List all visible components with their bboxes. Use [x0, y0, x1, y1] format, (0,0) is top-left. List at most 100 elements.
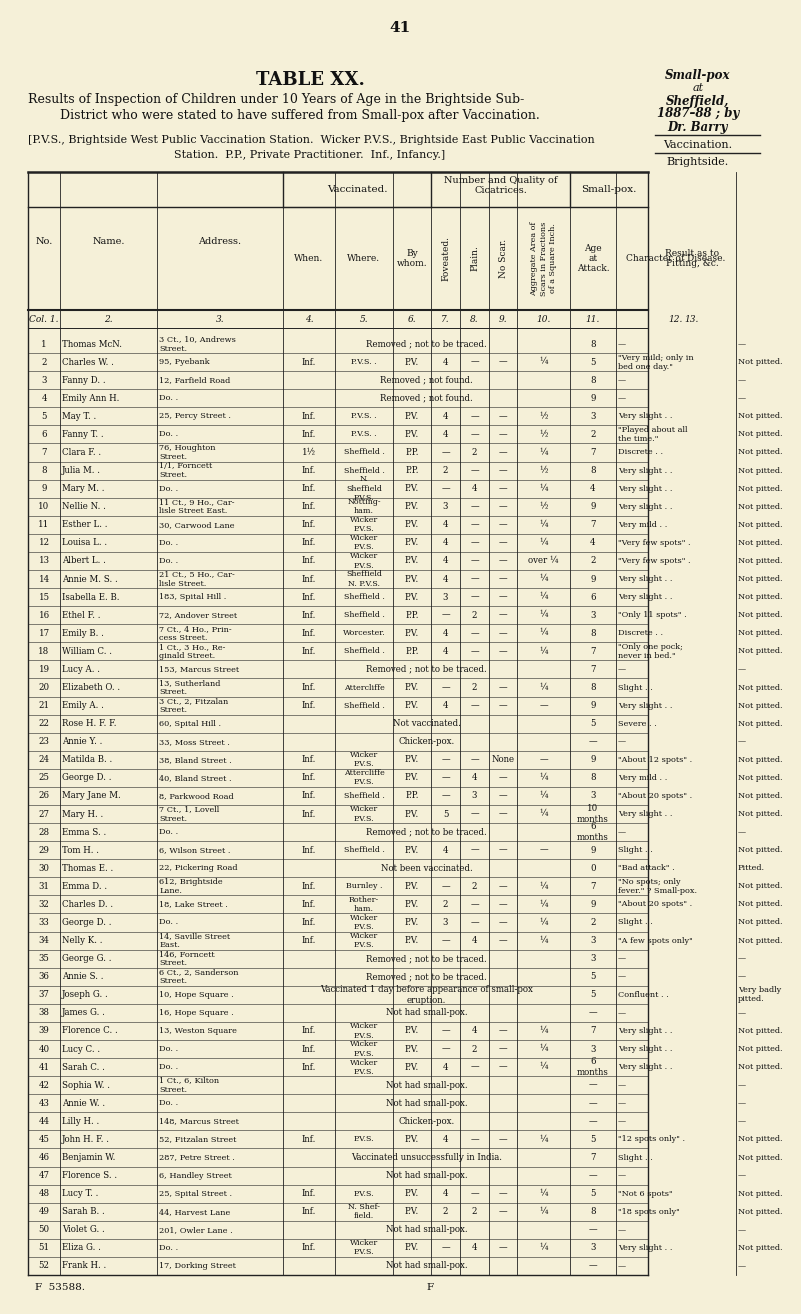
Text: —: —: [470, 756, 479, 765]
Text: —: —: [470, 846, 479, 854]
Text: P.V.: P.V.: [405, 702, 419, 710]
Text: Do. .: Do. .: [159, 828, 179, 836]
Text: Wicker
P.V.S.: Wicker P.V.S.: [350, 805, 378, 823]
Text: "12 spots only" .: "12 spots only" .: [618, 1135, 685, 1143]
Text: Wicker
P.V.S.: Wicker P.V.S.: [350, 535, 378, 552]
Text: ¼: ¼: [539, 448, 548, 457]
Text: P.V.S.: P.V.S.: [354, 1189, 374, 1197]
Text: Chicken-pox.: Chicken-pox.: [398, 737, 455, 746]
Text: 33, Moss Street .: 33, Moss Street .: [159, 737, 230, 746]
Text: —: —: [499, 774, 507, 782]
Text: 3: 3: [443, 593, 449, 602]
Text: Not pitted.: Not pitted.: [738, 1045, 783, 1053]
Text: Sheffield .: Sheffield .: [344, 648, 384, 656]
Text: 3: 3: [590, 1045, 596, 1054]
Text: Sarah C. .: Sarah C. .: [62, 1063, 105, 1072]
Text: TABLE XX.: TABLE XX.: [256, 71, 364, 89]
Text: 6 Ct., 2, Sanderson
Street.: 6 Ct., 2, Sanderson Street.: [159, 968, 239, 986]
Text: —: —: [738, 394, 746, 402]
Text: —: —: [499, 918, 507, 926]
Text: Inf.: Inf.: [302, 1135, 316, 1144]
Text: P.V.: P.V.: [405, 936, 419, 945]
Text: —: —: [499, 1045, 507, 1054]
Text: P.V.S. .: P.V.S. .: [351, 431, 376, 439]
Text: 4: 4: [41, 394, 46, 403]
Text: 25: 25: [38, 774, 50, 782]
Text: Rose H. F. F.: Rose H. F. F.: [62, 719, 116, 728]
Text: 12, Farfield Road: 12, Farfield Road: [159, 376, 230, 384]
Text: P.V.: P.V.: [405, 1045, 419, 1054]
Text: P.V.: P.V.: [405, 756, 419, 765]
Text: —: —: [589, 1171, 598, 1180]
Text: Sheffield
N. P.V.S.: Sheffield N. P.V.S.: [346, 570, 382, 587]
Text: —: —: [618, 1117, 626, 1125]
Text: By
whom.: By whom.: [396, 248, 427, 268]
Text: Annie M. S. .: Annie M. S. .: [62, 574, 118, 583]
Text: 2: 2: [590, 918, 596, 926]
Text: 76, Houghton
Street.: 76, Houghton Street.: [159, 444, 215, 461]
Text: —: —: [499, 593, 507, 602]
Text: Not had small-pox.: Not had small-pox.: [386, 1008, 467, 1017]
Text: William C. .: William C. .: [62, 646, 112, 656]
Text: —: —: [539, 756, 548, 765]
Text: 1: 1: [41, 339, 46, 348]
Text: 26: 26: [38, 791, 50, 800]
Text: Rother-
ham.: Rother- ham.: [349, 896, 379, 913]
Text: Very slight . .: Very slight . .: [618, 413, 673, 420]
Text: P.P.: P.P.: [405, 611, 419, 620]
Text: P.V.: P.V.: [405, 484, 419, 493]
Text: 15: 15: [38, 593, 50, 602]
Text: Not pitted.: Not pitted.: [738, 593, 783, 600]
Text: Sheffield .: Sheffield .: [344, 593, 384, 600]
Text: ¼: ¼: [539, 611, 548, 620]
Text: Lucy T. .: Lucy T. .: [62, 1189, 99, 1198]
Text: —: —: [499, 683, 507, 692]
Text: 9: 9: [590, 702, 596, 710]
Text: 7: 7: [590, 665, 596, 674]
Text: 40, Bland Street .: 40, Bland Street .: [159, 774, 231, 782]
Text: —: —: [499, 357, 507, 367]
Text: 13.: 13.: [685, 314, 699, 323]
Text: 31: 31: [38, 882, 50, 891]
Text: Inf.: Inf.: [302, 756, 316, 765]
Text: P.V.S. .: P.V.S. .: [351, 359, 376, 367]
Text: 2: 2: [443, 1208, 449, 1217]
Text: 201, Owler Lane .: 201, Owler Lane .: [159, 1226, 233, 1234]
Text: —: —: [470, 430, 479, 439]
Text: 4: 4: [472, 936, 477, 945]
Text: 9: 9: [590, 756, 596, 765]
Text: 21: 21: [38, 702, 50, 710]
Text: ¼: ¼: [539, 918, 548, 926]
Text: P.V.: P.V.: [405, 774, 419, 782]
Text: 3: 3: [590, 411, 596, 420]
Text: 27: 27: [38, 809, 50, 819]
Text: —: —: [738, 1226, 746, 1234]
Text: —: —: [441, 882, 450, 891]
Text: "About 20 spots" .: "About 20 spots" .: [618, 900, 692, 908]
Text: Not pitted.: Not pitted.: [738, 413, 783, 420]
Text: Not been vaccinated.: Not been vaccinated.: [380, 863, 473, 872]
Text: Not pitted.: Not pitted.: [738, 431, 783, 439]
Text: 4: 4: [472, 484, 477, 493]
Text: Inf.: Inf.: [302, 411, 316, 420]
Text: —: —: [589, 1261, 598, 1271]
Text: Inf.: Inf.: [302, 629, 316, 637]
Text: Vaccination.: Vaccination.: [663, 141, 733, 150]
Text: —: —: [499, 520, 507, 530]
Text: Wicker
P.V.S.: Wicker P.V.S.: [350, 1022, 378, 1039]
Text: 2: 2: [443, 466, 449, 476]
Text: 50: 50: [38, 1226, 50, 1234]
Text: ½: ½: [539, 502, 548, 511]
Text: Florence S. .: Florence S. .: [62, 1171, 117, 1180]
Text: —: —: [470, 593, 479, 602]
Text: —: —: [441, 611, 450, 620]
Text: District who were stated to have suffered from Small-pox after Vaccination.: District who were stated to have suffere…: [60, 109, 540, 121]
Text: P.P.: P.P.: [405, 448, 419, 457]
Text: Not had small-pox.: Not had small-pox.: [386, 1171, 467, 1180]
Text: —: —: [470, 900, 479, 909]
Text: —: —: [499, 411, 507, 420]
Text: Mary M. .: Mary M. .: [62, 484, 104, 493]
Text: ½: ½: [539, 466, 548, 476]
Text: 6: 6: [41, 430, 46, 439]
Text: 9: 9: [590, 502, 596, 511]
